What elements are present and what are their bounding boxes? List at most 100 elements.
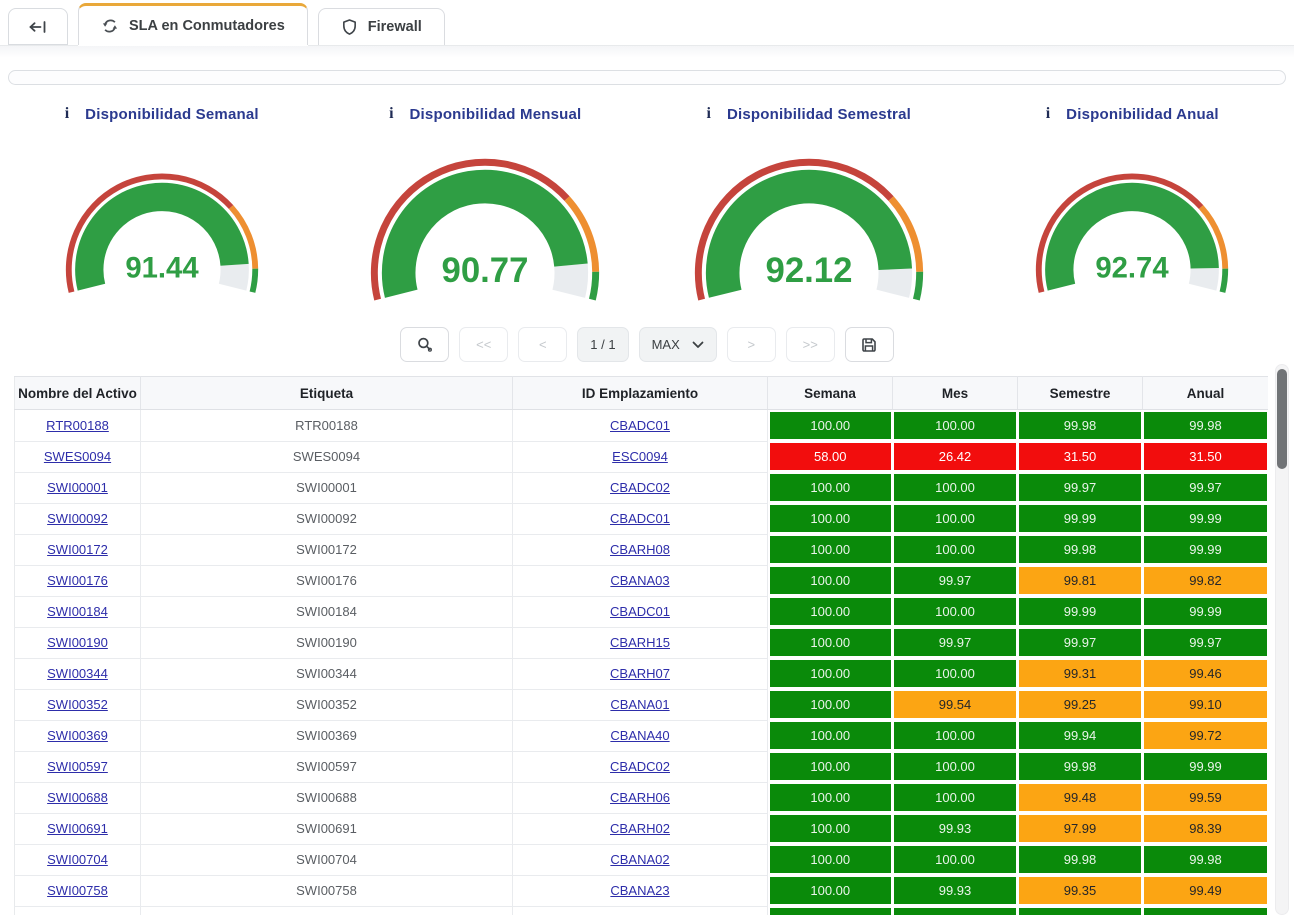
sla-value-cell: 100.00 (768, 875, 893, 906)
site-link[interactable]: CBARH15 (610, 635, 670, 650)
empty-cell (15, 906, 141, 915)
table-row: SWI00688SWI00688CBARH06100.00100.0099.48… (15, 782, 1269, 813)
info-icon[interactable]: i (707, 105, 711, 123)
tab-bar: SLA en Conmutadores Firewall (0, 0, 1294, 46)
sla-value-cell (893, 906, 1018, 915)
site-link[interactable]: CBADC02 (610, 480, 670, 495)
gauge-value: 92.12 (765, 252, 852, 290)
asset-link[interactable]: SWI00184 (47, 604, 108, 619)
sla-value-cell: 100.00 (893, 844, 1018, 875)
info-icon[interactable]: i (65, 105, 69, 123)
asset-link[interactable]: SWI00758 (47, 883, 108, 898)
sla-value: 99.35 (1019, 877, 1141, 904)
sla-value-cell: 100.00 (768, 751, 893, 782)
sla-value-cell: 100.00 (768, 627, 893, 658)
asset-link[interactable]: SWI00688 (47, 790, 108, 805)
sla-value: 99.72 (1144, 722, 1267, 749)
horizontal-scrollbar[interactable] (8, 70, 1286, 85)
site-link[interactable]: CBARH02 (610, 821, 670, 836)
asset-link[interactable]: SWI00092 (47, 511, 108, 526)
sla-value: 99.46 (1144, 660, 1267, 687)
sla-value: 99.99 (1019, 598, 1141, 625)
asset-link[interactable]: SWI00176 (47, 573, 108, 588)
search-button[interactable] (400, 327, 449, 362)
sla-value: 99.98 (1019, 536, 1141, 563)
info-icon[interactable]: i (389, 105, 393, 123)
asset-link[interactable]: SWI00704 (47, 852, 108, 867)
site-link[interactable]: CBADC02 (610, 759, 670, 774)
sla-value: 99.49 (1144, 877, 1267, 904)
site-link[interactable]: CBARH07 (610, 666, 670, 681)
next-page-button[interactable]: > (727, 327, 776, 362)
site-link[interactable]: CBANA01 (610, 697, 669, 712)
asset-link-cell: SWI00597 (15, 751, 141, 782)
asset-link[interactable]: SWI00369 (47, 728, 108, 743)
sla-value: 99.97 (1019, 474, 1141, 501)
site-link[interactable]: CBANA40 (610, 728, 669, 743)
site-link[interactable]: CBANA02 (610, 852, 669, 867)
site-link[interactable]: CBARH08 (610, 542, 670, 557)
sla-value-cell: 99.48 (1018, 782, 1143, 813)
sla-value-cell: 100.00 (768, 410, 893, 442)
sla-value-cell: 99.93 (893, 875, 1018, 906)
site-link[interactable]: ESC0094 (612, 449, 668, 464)
site-link[interactable]: CBADC01 (610, 418, 670, 433)
info-icon[interactable]: i (1046, 105, 1050, 123)
asset-link[interactable]: SWI00172 (47, 542, 108, 557)
tabbar-shadow (0, 46, 1294, 58)
site-link[interactable]: CBARH06 (610, 790, 670, 805)
sla-value-cell: 99.98 (1143, 844, 1269, 875)
etiqueta-cell: SWI00190 (141, 627, 513, 658)
site-link[interactable]: CBANA03 (610, 573, 669, 588)
sla-value-cell: 99.25 (1018, 689, 1143, 720)
last-page-button[interactable]: >> (786, 327, 835, 362)
etiqueta-cell: SWI00688 (141, 782, 513, 813)
sla-value: 31.50 (1019, 443, 1141, 470)
asset-link[interactable]: RTR00188 (46, 418, 109, 433)
header-etiqueta: Etiqueta (141, 377, 513, 410)
table-row: SWI00344SWI00344CBARH07100.00100.0099.31… (15, 658, 1269, 689)
prev-page-button[interactable]: < (518, 327, 567, 362)
page-size-select[interactable]: MAX (639, 327, 717, 362)
sla-value (894, 908, 1016, 915)
asset-link[interactable]: SWI00597 (47, 759, 108, 774)
sla-value: 99.59 (1144, 784, 1267, 811)
tab-firewall[interactable]: Firewall (318, 8, 445, 45)
gauge-chart-mensual: 90.77 (369, 157, 601, 303)
sla-value-cell: 100.00 (893, 782, 1018, 813)
sla-value-cell: 100.00 (768, 565, 893, 596)
sla-value-cell: 99.97 (1018, 472, 1143, 503)
sla-value: 99.25 (1019, 691, 1141, 718)
vertical-scrollbar-thumb[interactable] (1277, 369, 1287, 469)
vertical-scrollbar[interactable] (1275, 364, 1289, 915)
sla-value-cell: 99.72 (1143, 720, 1269, 751)
header-anual: Anual (1143, 377, 1269, 410)
site-link[interactable]: CBADC01 (610, 604, 670, 619)
header-nombre-del-activo: Nombre del Activo (15, 377, 141, 410)
asset-link-cell: SWI00369 (15, 720, 141, 751)
asset-link[interactable]: SWI00190 (47, 635, 108, 650)
sla-value-cell: 99.99 (1143, 534, 1269, 565)
site-link[interactable]: CBADC01 (610, 511, 670, 526)
save-button[interactable] (845, 327, 894, 362)
first-page-button[interactable]: << (459, 327, 508, 362)
table-toolbar: << < 1 / 1 MAX > >> (0, 327, 1294, 362)
asset-link[interactable]: SWI00001 (47, 480, 108, 495)
asset-link-cell: SWI00092 (15, 503, 141, 534)
sla-value-cell: 99.93 (893, 813, 1018, 844)
asset-link[interactable]: SWI00691 (47, 821, 108, 836)
site-link[interactable]: CBANA23 (610, 883, 669, 898)
tab-sla-en-conmutadores[interactable]: SLA en Conmutadores (78, 3, 308, 45)
etiqueta-cell: SWI00691 (141, 813, 513, 844)
gauge-chart-anual: 92.74 (1034, 172, 1230, 295)
site-link-cell: CBARH06 (513, 782, 768, 813)
sla-value-cell: 99.97 (1143, 472, 1269, 503)
sla-value: 100.00 (894, 412, 1016, 439)
back-button[interactable] (8, 8, 68, 45)
asset-link[interactable]: SWI00352 (47, 697, 108, 712)
sla-value-cell: 100.00 (893, 658, 1018, 689)
site-link-cell: CBADC01 (513, 596, 768, 627)
asset-link[interactable]: SWES0094 (44, 449, 111, 464)
asset-link[interactable]: SWI00344 (47, 666, 108, 681)
sla-value-cell: 100.00 (768, 503, 893, 534)
